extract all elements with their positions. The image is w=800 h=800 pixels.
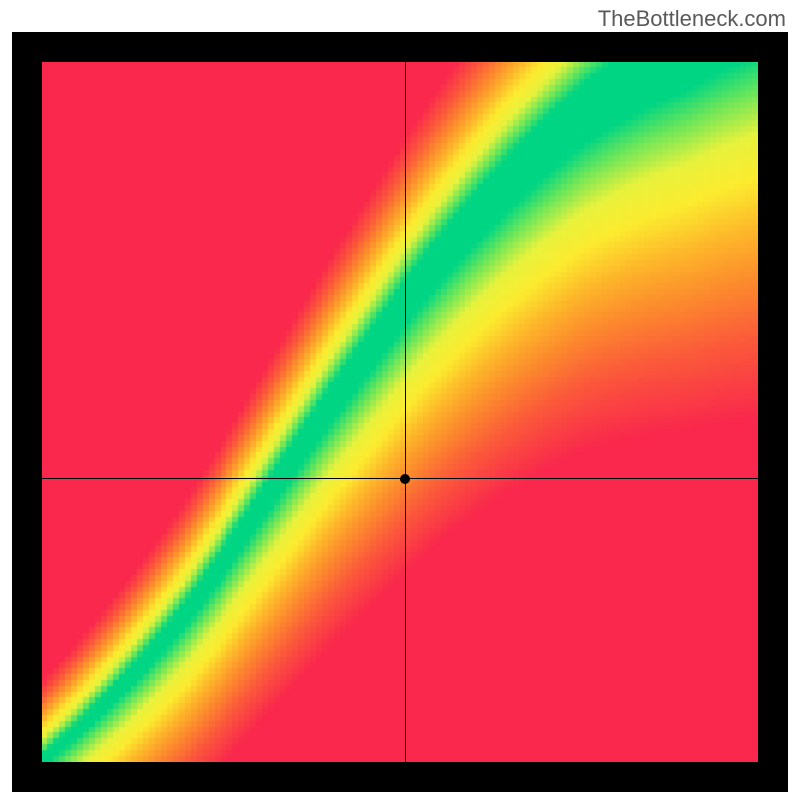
crosshair-vertical [405, 62, 406, 762]
watermark-text: TheBottleneck.com [598, 6, 786, 32]
marker-dot [400, 474, 410, 484]
plot-frame [12, 32, 788, 792]
plot-area [42, 62, 758, 762]
root: TheBottleneck.com [0, 0, 800, 800]
heatmap-canvas [42, 62, 758, 762]
